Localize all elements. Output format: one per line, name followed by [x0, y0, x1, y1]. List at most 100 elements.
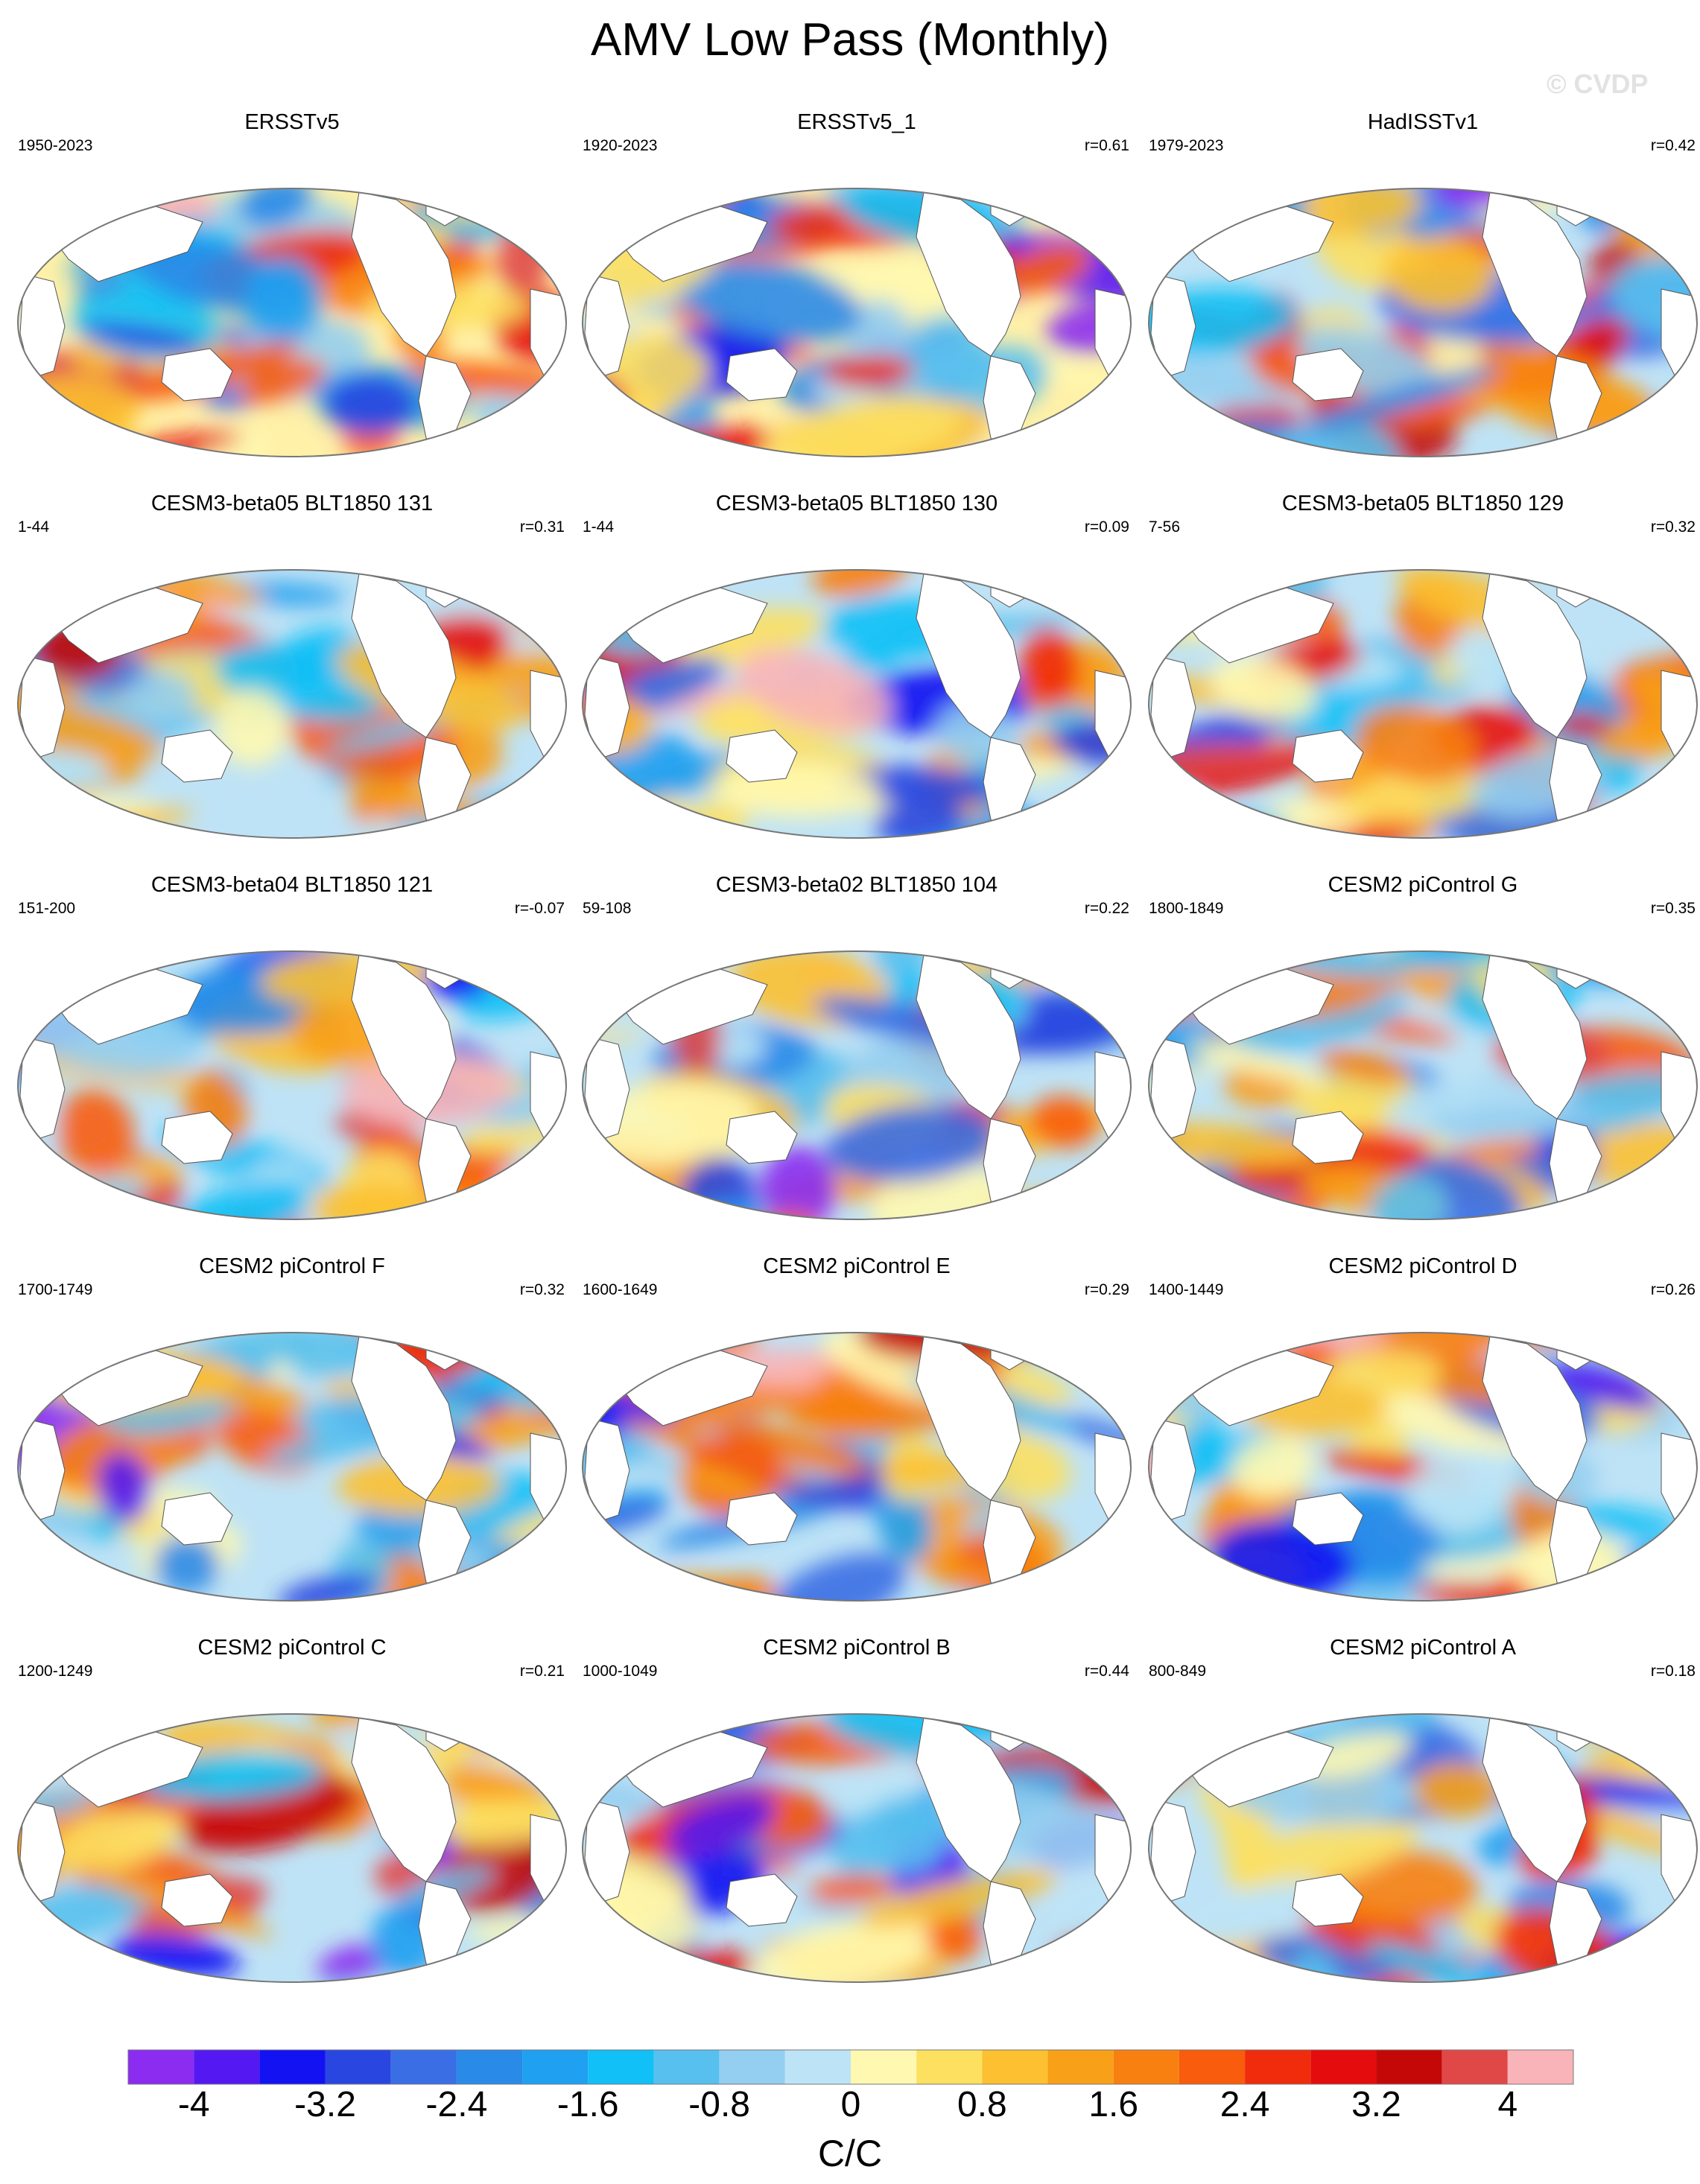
- colorbar-swatch: [1113, 2050, 1179, 2084]
- panel-title: CESM3-beta05 BLT1850 130: [715, 492, 998, 515]
- map-panel: CESM2 piControl F 1700-1749 r=0.32: [9, 1254, 575, 1619]
- panel-title: CESM2 piControl D: [1328, 1254, 1517, 1278]
- colorbar-tick-label: 0.8: [957, 2085, 1007, 2124]
- map-plot: [582, 1713, 1132, 1983]
- colorbar-swatch: [1376, 2050, 1442, 2084]
- panel-title: CESM2 piControl F: [199, 1254, 385, 1278]
- panel-period: 1000-1049: [583, 1663, 658, 1680]
- colorbar-swatch: [719, 2050, 785, 2084]
- colorbar-tick-label: 3.2: [1351, 2085, 1401, 2124]
- panel-title: CESM2 piControl E: [763, 1254, 951, 1278]
- colorbar-swatch: [784, 2050, 851, 2084]
- panel-correlation: r=0.42: [1650, 137, 1696, 154]
- map-panel: ERSSTv5 1950-2023: [9, 110, 575, 475]
- colorbar-swatches: [127, 2049, 1574, 2085]
- map-plot: [582, 569, 1132, 839]
- panel-title: CESM2 piControl C: [197, 1636, 387, 1660]
- map-plot: [17, 950, 567, 1220]
- map-plot: [582, 1332, 1132, 1602]
- colorbar-swatch: [1441, 2050, 1508, 2084]
- map-plot: [17, 569, 567, 839]
- colorbar-swatch: [1179, 2050, 1246, 2084]
- colorbar-tick-label: -0.8: [688, 2085, 750, 2124]
- panel-period: 1-44: [18, 518, 50, 536]
- map-panel: CESM2 piControl E 1600-1649 r=0.29: [574, 1254, 1140, 1619]
- map-plot: [1148, 1332, 1698, 1602]
- colorbar-swatch: [390, 2050, 457, 2084]
- map-panel: CESM3-beta05 BLT1850 131 1-44 r=0.31: [9, 492, 575, 857]
- colorbar-swatch: [1245, 2050, 1311, 2084]
- panel-correlation: r=0.32: [519, 1281, 565, 1298]
- map-panel: CESM3-beta05 BLT1850 129 7-56 r=0.32: [1140, 492, 1700, 857]
- panel-period: 1600-1649: [583, 1281, 658, 1298]
- colorbar-swatch: [456, 2050, 523, 2084]
- panel-title: HadISSTv1: [1367, 110, 1479, 134]
- colorbar-swatch: [982, 2050, 1048, 2084]
- panel-period: 1979-2023: [1149, 137, 1224, 154]
- map-plot: [17, 1332, 567, 1602]
- map-plot: [582, 188, 1132, 457]
- map-panel: CESM3-beta02 BLT1850 104 59-108 r=0.22: [574, 873, 1140, 1238]
- panel-period: 1700-1749: [18, 1281, 93, 1298]
- map-plot: [1148, 1713, 1698, 1983]
- panel-period: 59-108: [583, 900, 632, 917]
- map-panel: HadISSTv1 1979-2023 r=0.42: [1140, 110, 1700, 475]
- map-panel: CESM2 piControl A 800-849 r=0.18: [1140, 1636, 1700, 2001]
- panel-correlation: r=0.29: [1084, 1281, 1129, 1298]
- colorbar: [0, 2041, 1700, 2184]
- map-panel: CESM2 piControl D 1400-1449 r=0.26: [1140, 1254, 1700, 1619]
- panel-title: CESM3-beta02 BLT1850 104: [715, 873, 998, 897]
- panel-correlation: r=0.21: [519, 1663, 565, 1680]
- map-panel: CESM3-beta05 BLT1850 130 1-44 r=0.09: [574, 492, 1140, 857]
- colorbar-tick-label: 4: [1497, 2085, 1518, 2124]
- panel-period: 7-56: [1149, 518, 1181, 536]
- colorbar-tick-label: 2.4: [1220, 2085, 1270, 2124]
- panel-correlation: r=0.26: [1650, 1281, 1696, 1298]
- colorbar-swatch: [588, 2050, 654, 2084]
- panel-correlation: r=0.44: [1084, 1663, 1129, 1680]
- panel-title: CESM3-beta05 BLT1850 129: [1281, 492, 1564, 515]
- panel-period: 1950-2023: [18, 137, 93, 154]
- map-plot: [1148, 188, 1698, 457]
- panel-correlation: r=0.31: [519, 518, 565, 536]
- colorbar-tick-label: 0: [840, 2085, 861, 2124]
- colorbar-swatch: [851, 2050, 917, 2084]
- colorbar-tick-label: 1.6: [1088, 2085, 1139, 2124]
- panel-title: CESM3-beta04 BLT1850 121: [150, 873, 434, 897]
- map-panel: ERSSTv5_1 1920-2023 r=0.61: [574, 110, 1140, 475]
- panel-correlation: r=0.18: [1650, 1663, 1696, 1680]
- map-plot: [17, 1713, 567, 1983]
- panel-period: 1-44: [583, 518, 615, 536]
- colorbar-swatch: [1310, 2050, 1377, 2084]
- colorbar-tick-label: -1.6: [556, 2085, 619, 2124]
- colorbar-swatch: [653, 2050, 720, 2084]
- colorbar-swatch: [128, 2050, 194, 2084]
- colorbar-tick-label: -3.2: [294, 2085, 356, 2124]
- panel-title: CESM2 piControl B: [763, 1636, 951, 1660]
- map-panel: CESM2 piControl C 1200-1249 r=0.21: [9, 1636, 575, 2001]
- colorbar-tick-label: -4: [177, 2085, 210, 2124]
- panel-title: CESM2 piControl A: [1330, 1636, 1516, 1660]
- panel-correlation: r=0.61: [1084, 137, 1129, 154]
- colorbar-units: C/C: [817, 2133, 883, 2174]
- map-panel: CESM3-beta04 BLT1850 121 151-200 r=-0.07: [9, 873, 575, 1238]
- panel-period: 800-849: [1149, 1663, 1207, 1680]
- colorbar-swatch: [1507, 2050, 1573, 2084]
- panel-correlation: r=0.22: [1084, 900, 1129, 917]
- panel-title: CESM2 piControl G: [1328, 873, 1518, 897]
- colorbar-swatch: [522, 2050, 589, 2084]
- map-plot: [582, 950, 1132, 1220]
- panel-title: ERSSTv5_1: [797, 110, 916, 134]
- colorbar-swatch: [325, 2050, 391, 2084]
- colorbar-swatch: [194, 2050, 260, 2084]
- colorbar-swatch: [259, 2050, 326, 2084]
- colorbar-swatch: [916, 2050, 983, 2084]
- panel-correlation: r=0.35: [1650, 900, 1696, 917]
- map-plot: [17, 188, 567, 457]
- colorbar-outline: [127, 2049, 1574, 2085]
- colorbar-tick-label: -2.4: [425, 2085, 488, 2124]
- panel-period: 1920-2023: [583, 137, 658, 154]
- panel-correlation: r=-0.07: [514, 900, 565, 917]
- panel-correlation: r=0.09: [1084, 518, 1129, 536]
- panel-title: ERSSTv5: [244, 110, 340, 134]
